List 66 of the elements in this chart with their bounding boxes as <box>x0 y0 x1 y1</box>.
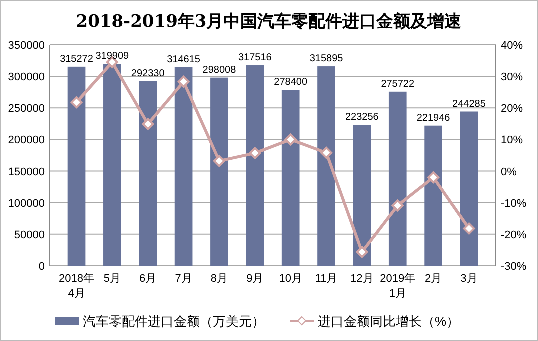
x-tick-label: 2018年 4月 <box>59 273 94 300</box>
y-tick-label: 100000 <box>8 198 45 210</box>
bar <box>139 81 158 266</box>
data-label: 315272 <box>60 54 94 65</box>
y2-tick-label: 0% <box>501 166 518 178</box>
y2-tick-label: -20% <box>501 229 527 242</box>
x-tick-label: 2月 <box>424 273 442 285</box>
bar <box>353 125 372 266</box>
point <box>213 155 226 168</box>
point <box>463 222 476 235</box>
x-tick-label: 5月 <box>104 273 122 285</box>
bar <box>460 112 478 266</box>
y2-tick-label: -10% <box>501 198 527 210</box>
y2-tick-label: 20% <box>501 103 524 116</box>
y-tick-label: 300000 <box>8 72 45 84</box>
point <box>284 134 297 146</box>
y2-tick-label: 30% <box>501 72 524 84</box>
x-tick-label: 11月 <box>315 273 338 285</box>
y-tick-label: 250000 <box>8 103 45 116</box>
x-tick-label: 6月 <box>140 273 157 285</box>
y-tick-label: 0 <box>38 261 45 273</box>
data-label: 298008 <box>202 64 237 76</box>
y-tick-label: 200000 <box>8 134 45 147</box>
y-tick-label: 150000 <box>8 166 45 178</box>
data-label: 314615 <box>167 54 201 66</box>
point <box>356 246 368 258</box>
bar <box>282 90 300 266</box>
x-tick-label: 9月 <box>246 273 264 285</box>
point <box>320 146 333 159</box>
chart-title: 2018-2019年3月中国汽车零配件进口金额及增速 <box>76 12 462 32</box>
y2-tick-label: 10% <box>501 134 524 147</box>
y-tick-label: 50000 <box>14 229 45 242</box>
data-label: 223256 <box>346 112 380 124</box>
bar <box>388 92 407 266</box>
point <box>70 96 83 108</box>
x-tick-label: 8月 <box>210 273 228 285</box>
data-label: 317516 <box>238 52 272 64</box>
x-tick-label: 12月 <box>350 273 374 285</box>
point <box>142 118 154 130</box>
bar <box>174 67 193 266</box>
x-tick-label: 3月 <box>460 273 478 285</box>
point <box>428 172 440 184</box>
point <box>178 76 190 88</box>
bar <box>104 64 122 266</box>
data-label: 315895 <box>310 54 344 65</box>
data-label: 221946 <box>416 112 451 124</box>
bar <box>318 66 336 266</box>
x-tick-label: 2019年 1月 <box>380 273 416 300</box>
bar <box>210 78 228 266</box>
data-label: 292330 <box>131 68 166 80</box>
point <box>392 200 404 212</box>
bar <box>424 126 442 266</box>
y2-tick-label: 40% <box>501 40 524 52</box>
data-label: 275722 <box>381 78 415 90</box>
data-label: 244285 <box>452 98 486 110</box>
x-tick-label: 7月 <box>175 273 192 285</box>
data-label: 278400 <box>274 77 308 88</box>
legend-label: 汽车零配件进口金额（万美元） <box>83 314 265 329</box>
bar <box>68 66 86 266</box>
x-tick-label: 10月 <box>279 273 302 285</box>
point <box>249 147 262 160</box>
y2-tick-label: -30% <box>501 261 527 273</box>
bar <box>246 66 264 266</box>
legend-label: 进口金额同比增长（%） <box>318 314 460 329</box>
data-label: 319909 <box>96 51 130 62</box>
y-tick-label: 350000 <box>8 40 45 52</box>
